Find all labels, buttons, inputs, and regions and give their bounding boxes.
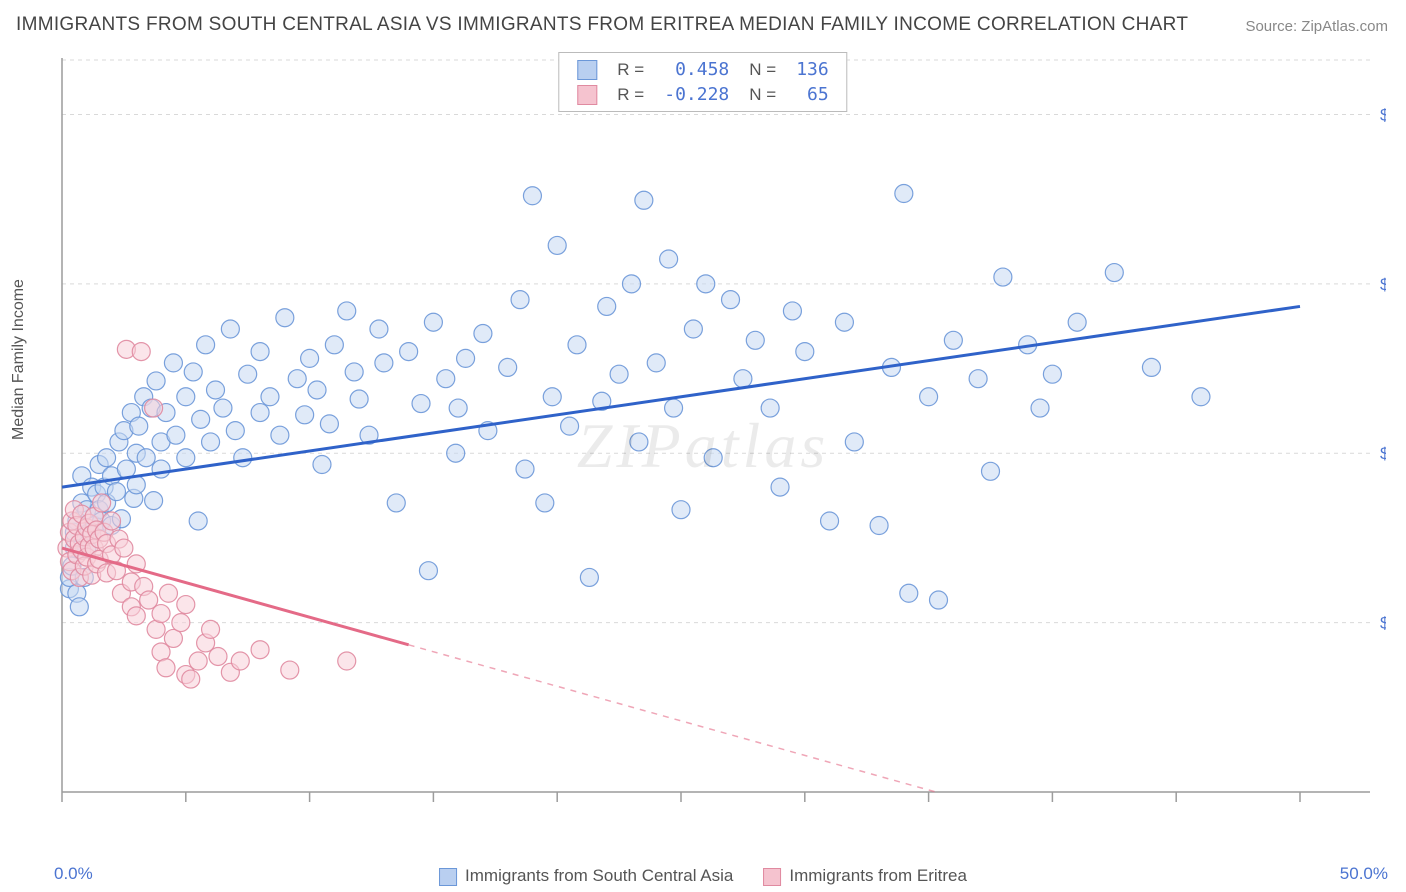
y-axis-label: Median Family Income: [10, 279, 28, 440]
chart-title: IMMIGRANTS FROM SOUTH CENTRAL ASIA VS IM…: [16, 14, 1188, 36]
x-axis-max-label: 50.0%: [1340, 864, 1388, 884]
legend-correlation: R =0.458N =136R =-0.228N =65: [558, 52, 847, 112]
svg-text:$300,000: $300,000: [1380, 105, 1386, 124]
source-label: Source: ZipAtlas.com: [1245, 18, 1388, 35]
legend-item: Immigrants from Eritrea: [763, 866, 967, 886]
legend-item: Immigrants from South Central Asia: [439, 866, 733, 886]
svg-text:$150,000: $150,000: [1380, 444, 1386, 463]
legend-series: Immigrants from South Central Asia Immigr…: [439, 866, 967, 886]
scatter-plot: $75,000 $150,000 $225,000 $300,000: [50, 50, 1386, 842]
x-axis-min-label: 0.0%: [54, 864, 93, 884]
svg-text:$225,000: $225,000: [1380, 275, 1386, 294]
svg-text:$75,000: $75,000: [1380, 614, 1386, 633]
